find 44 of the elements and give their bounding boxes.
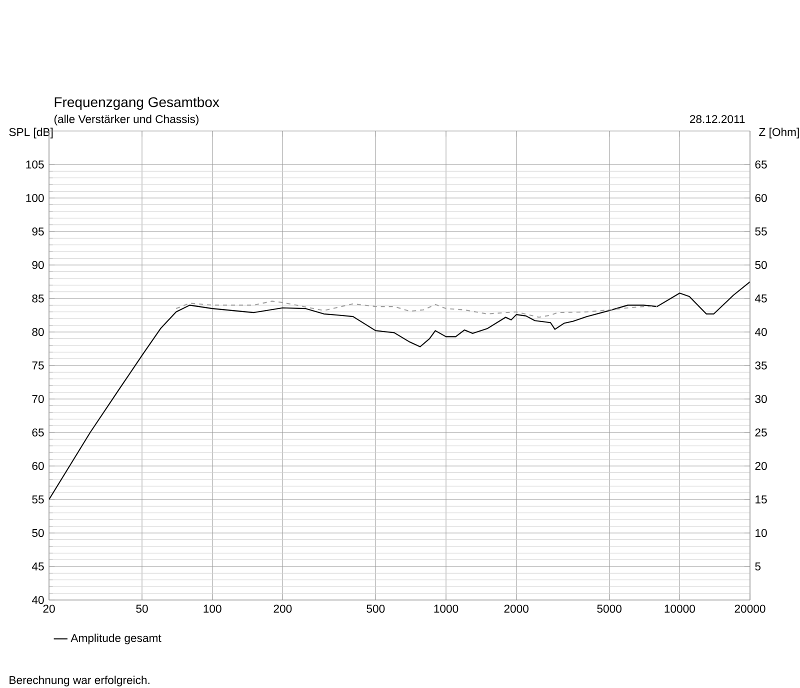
y2-tick-label: 5 bbox=[755, 562, 761, 570]
y-tick-label: 50 bbox=[32, 528, 44, 537]
y2-tick-label: 30 bbox=[755, 394, 767, 403]
y-tick-label: 95 bbox=[32, 227, 44, 236]
y-tick-label: 60 bbox=[32, 462, 44, 470]
x-tick-label: 1000 bbox=[434, 604, 458, 613]
y-tick-label: 80 bbox=[32, 328, 44, 336]
x-tick-label: 2000 bbox=[504, 604, 528, 613]
y2-axis-title: Z [Ohm] bbox=[759, 128, 799, 138]
y-tick-label: 90 bbox=[32, 260, 44, 270]
y-tick-label: 85 bbox=[32, 294, 44, 302]
x-tick-label: 20000 bbox=[734, 604, 766, 613]
y-tick-label: 45 bbox=[32, 562, 44, 570]
y-tick-label: 40 bbox=[32, 596, 44, 604]
chart-title: Frequenzgang Gesamtbox bbox=[54, 96, 220, 110]
legend-label: Amplitude gesamt bbox=[70, 634, 162, 644]
x-tick-label: 100 bbox=[204, 604, 222, 613]
y2-tick-label: 55 bbox=[755, 228, 767, 236]
x-tick-label: 5000 bbox=[597, 604, 622, 613]
x-tick-label: 50 bbox=[136, 604, 148, 613]
chart-subtitle: (alle Verstärker und Chassis) bbox=[54, 114, 198, 126]
y-tick-label: 75 bbox=[32, 362, 44, 370]
y2-tick-label: 25 bbox=[755, 428, 767, 436]
y-tick-label: 65 bbox=[32, 428, 44, 436]
text: Berechnung war erfolgreich. bbox=[10, 676, 150, 686]
y-tick-label: 105 bbox=[26, 160, 44, 169]
y2-tick-label: 65 bbox=[755, 160, 767, 169]
y2-tick-label: 35 bbox=[755, 361, 767, 370]
y2-tick-label: 50 bbox=[755, 260, 767, 269]
y-axis-title: SPL [dB] bbox=[9, 128, 53, 138]
y2-tick-label: 40 bbox=[754, 328, 767, 336]
x-tick-label: 10000 bbox=[664, 604, 695, 613]
y2-tick-label: 10 bbox=[756, 528, 767, 537]
x-tick-label: 20 bbox=[43, 604, 55, 613]
y-tick-label: 100 bbox=[26, 194, 44, 202]
text: 28.12.2011 bbox=[690, 115, 745, 124]
y2-tick-label: 15 bbox=[756, 496, 767, 504]
y2-tick-label: 20 bbox=[755, 462, 767, 470]
y-tick-label: 70 bbox=[32, 394, 44, 403]
x-tick-label: 500 bbox=[366, 604, 385, 613]
y2-tick-label: 60 bbox=[755, 194, 767, 202]
y2-tick-label: 45 bbox=[754, 294, 767, 302]
x-tick-label: 200 bbox=[274, 604, 292, 613]
y-tick-label: 55 bbox=[32, 496, 44, 504]
